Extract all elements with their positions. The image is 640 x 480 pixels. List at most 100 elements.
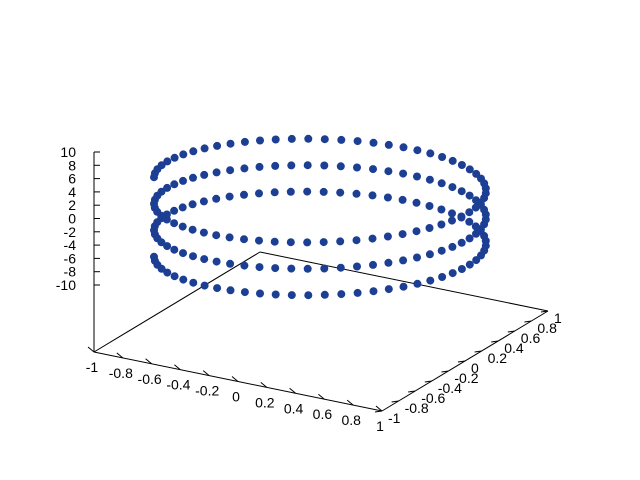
data-point (200, 281, 209, 290)
data-point (270, 237, 279, 246)
data-point (425, 175, 434, 184)
data-point (178, 203, 187, 212)
data-point (286, 187, 295, 196)
data-point (179, 176, 187, 185)
y-tick (408, 390, 416, 393)
z-tick-label: 2 (68, 197, 76, 213)
data-point (287, 161, 296, 170)
x-tick-label: 0.2 (255, 394, 275, 410)
data-point (240, 288, 249, 297)
data-point (465, 165, 474, 174)
data-point (352, 236, 361, 245)
data-point (157, 264, 166, 273)
data-point (369, 260, 377, 269)
data-point (448, 269, 457, 278)
data-point (179, 275, 188, 284)
x-tick-label: -1 (86, 359, 99, 375)
data-point (337, 290, 346, 299)
data-point (383, 232, 392, 241)
x-tick (174, 364, 181, 371)
data-point (399, 169, 408, 178)
data-point (189, 252, 197, 261)
data-point (384, 258, 393, 267)
ticks-layer (87, 151, 549, 413)
data-point (437, 179, 446, 188)
data-point (157, 211, 166, 220)
data-point (271, 290, 280, 299)
x-tick (87, 346, 95, 353)
data-point (271, 264, 280, 273)
x-tick-label: 0 (232, 389, 240, 405)
y-tick (374, 410, 383, 413)
z-tick-label: -8 (64, 264, 77, 280)
y-tick-label: -0.4 (438, 380, 462, 396)
data-point (226, 259, 235, 268)
data-point (319, 187, 328, 196)
data-point (465, 191, 474, 200)
data-point (226, 286, 235, 295)
data-point (399, 256, 408, 265)
data-point (320, 264, 329, 273)
data-point (179, 249, 187, 258)
z-tick-label: 8 (68, 157, 76, 173)
data-point (320, 161, 329, 170)
data-point (163, 183, 172, 192)
data-point (368, 191, 377, 200)
z-tick-label: -4 (64, 237, 77, 253)
data-point (437, 220, 446, 229)
data-points-layer (150, 134, 490, 300)
data-point (465, 217, 474, 226)
data-point (465, 260, 474, 269)
x-tick (260, 382, 268, 388)
x-tick-label: 0.4 (284, 400, 304, 416)
data-point (286, 238, 295, 247)
data-point (225, 192, 234, 201)
data-point (336, 162, 345, 171)
data-point (213, 141, 222, 150)
data-point (240, 190, 248, 199)
data-point (303, 238, 312, 247)
data-point (448, 209, 456, 218)
y-tick-label: 0.8 (537, 320, 557, 336)
y-tick (424, 380, 432, 383)
back-left-edge (93, 251, 261, 353)
y-tick-label: -0.2 (454, 370, 478, 386)
data-point (353, 137, 362, 146)
data-point (240, 261, 249, 270)
data-point (170, 180, 179, 189)
z-tick-label: -10 (56, 277, 76, 293)
data-point (413, 146, 422, 155)
data-point (170, 272, 179, 281)
data-point (472, 169, 481, 178)
y-tick (457, 360, 466, 363)
y-tick (540, 310, 549, 313)
data-point (271, 161, 280, 170)
data-point (412, 198, 421, 207)
data-point (399, 282, 408, 291)
data-point (448, 183, 457, 192)
data-point (438, 153, 447, 161)
data-point (448, 156, 457, 165)
data-point (384, 285, 393, 294)
data-point (189, 147, 198, 156)
data-point (425, 202, 434, 210)
data-point (398, 230, 407, 239)
data-point (412, 227, 421, 236)
z-tick-label: 6 (68, 171, 76, 187)
data-point (271, 135, 280, 144)
data-point (384, 140, 393, 149)
x-tick (202, 370, 210, 376)
y-tick (507, 330, 515, 333)
data-point (368, 234, 377, 243)
data-point (336, 188, 345, 197)
data-point (287, 264, 296, 273)
data-point (448, 242, 457, 251)
data-point (465, 208, 474, 217)
data-point (438, 273, 447, 281)
data-point (213, 284, 222, 293)
data-point (437, 246, 446, 255)
data-point (212, 257, 221, 266)
data-point (199, 228, 208, 237)
data-point (426, 276, 435, 285)
